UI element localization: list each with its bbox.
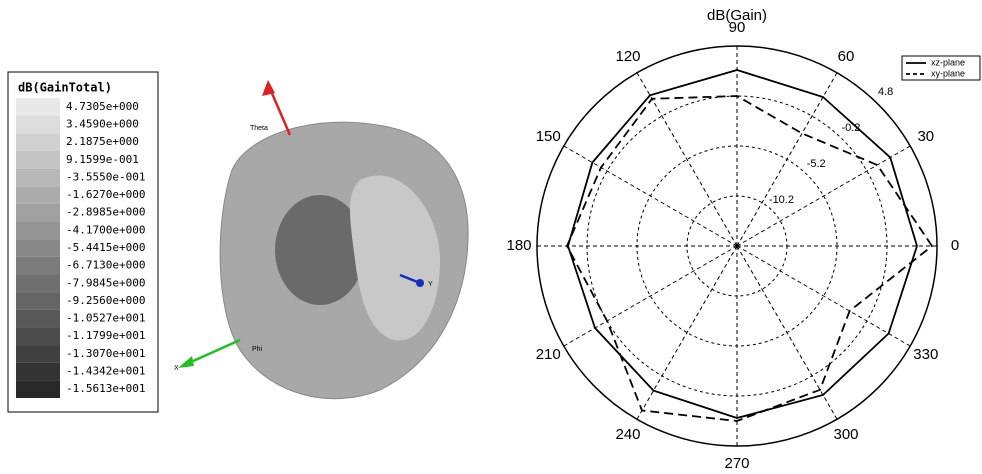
colorbar-label: -5.4415e+000 [66, 241, 145, 254]
color-swatch [16, 345, 60, 363]
colorbar-label: -4.1700e+000 [66, 223, 145, 236]
arrow-head [178, 356, 194, 368]
angle-label: 210 [536, 346, 561, 363]
colorbar-label: -1.5613e+001 [66, 382, 145, 395]
colorbar-label: -1.4342e+001 [66, 365, 145, 378]
colorbar-label: -3.5550e-001 [66, 170, 145, 183]
arrow-head [416, 279, 424, 287]
series-line [568, 70, 917, 418]
color-swatch [16, 292, 60, 310]
color-swatch [16, 169, 60, 187]
colorbar-label: -7.9845e+000 [66, 276, 145, 289]
color-swatch [16, 327, 60, 345]
r-tick-label: -5.2 [807, 158, 826, 170]
spoke [637, 246, 737, 419]
pattern-3d [178, 80, 468, 399]
angle-label: 60 [838, 48, 855, 65]
angle-label: 180 [506, 237, 531, 254]
color-swatch [16, 151, 60, 169]
color-swatch [16, 380, 60, 398]
angle-label: 90 [729, 19, 746, 36]
spoke [737, 246, 910, 346]
colorbar-label: -6.7130e+000 [66, 259, 145, 272]
color-swatch [16, 186, 60, 204]
color-swatch [16, 310, 60, 328]
color-swatch [16, 239, 60, 257]
color-swatch [16, 116, 60, 134]
axis-label: Theta [250, 125, 268, 132]
colorbar-label: 9.1599e-001 [66, 153, 139, 166]
angle-label: 300 [833, 426, 858, 443]
spoke [564, 146, 737, 246]
angle-label: 0 [951, 237, 959, 254]
colorbar-label: -1.1799e+001 [66, 329, 145, 342]
colorbar-label: -9.2560e+000 [66, 294, 145, 307]
colorbar-label: 3.4590e+000 [66, 117, 139, 130]
color-swatch [16, 204, 60, 222]
angle-label: 120 [615, 48, 640, 65]
colorbar-label: 2.1875e+000 [66, 135, 139, 148]
angle-label: 30 [917, 128, 934, 145]
spoke [564, 246, 737, 346]
axis-label: Y [428, 281, 433, 288]
color-swatch [16, 363, 60, 381]
angle-label: 330 [913, 346, 938, 363]
legend-label: xy-plane [931, 68, 965, 78]
r-tick-label: 4.8 [878, 86, 893, 98]
axis-label: Phi [252, 346, 263, 353]
colorbar-label: 4.7305e+000 [66, 100, 139, 113]
angle-label: 150 [536, 128, 561, 145]
axis-label: X [174, 365, 179, 372]
colorbar-label: -1.3070e+001 [66, 347, 145, 360]
r-tick-label: -10.2 [769, 194, 794, 206]
angle-label: 270 [724, 455, 749, 472]
colorbar-title: dB(GainTotal) [18, 81, 112, 95]
color-swatch [16, 222, 60, 240]
color-swatch [16, 133, 60, 151]
color-swatch [16, 98, 60, 116]
colorbar-label: -1.0527e+001 [66, 312, 145, 325]
legend-label: xz-plane [931, 57, 965, 67]
figure: dB(GainTotal) Theta Phi Y X dB(Gain) 4.7… [0, 0, 982, 474]
angle-label: 240 [615, 426, 640, 443]
color-swatch [16, 274, 60, 292]
color-swatch [16, 257, 60, 275]
colorbar-label: -1.6270e+000 [66, 188, 145, 201]
colorbar-label: -2.8985e+000 [66, 206, 145, 219]
